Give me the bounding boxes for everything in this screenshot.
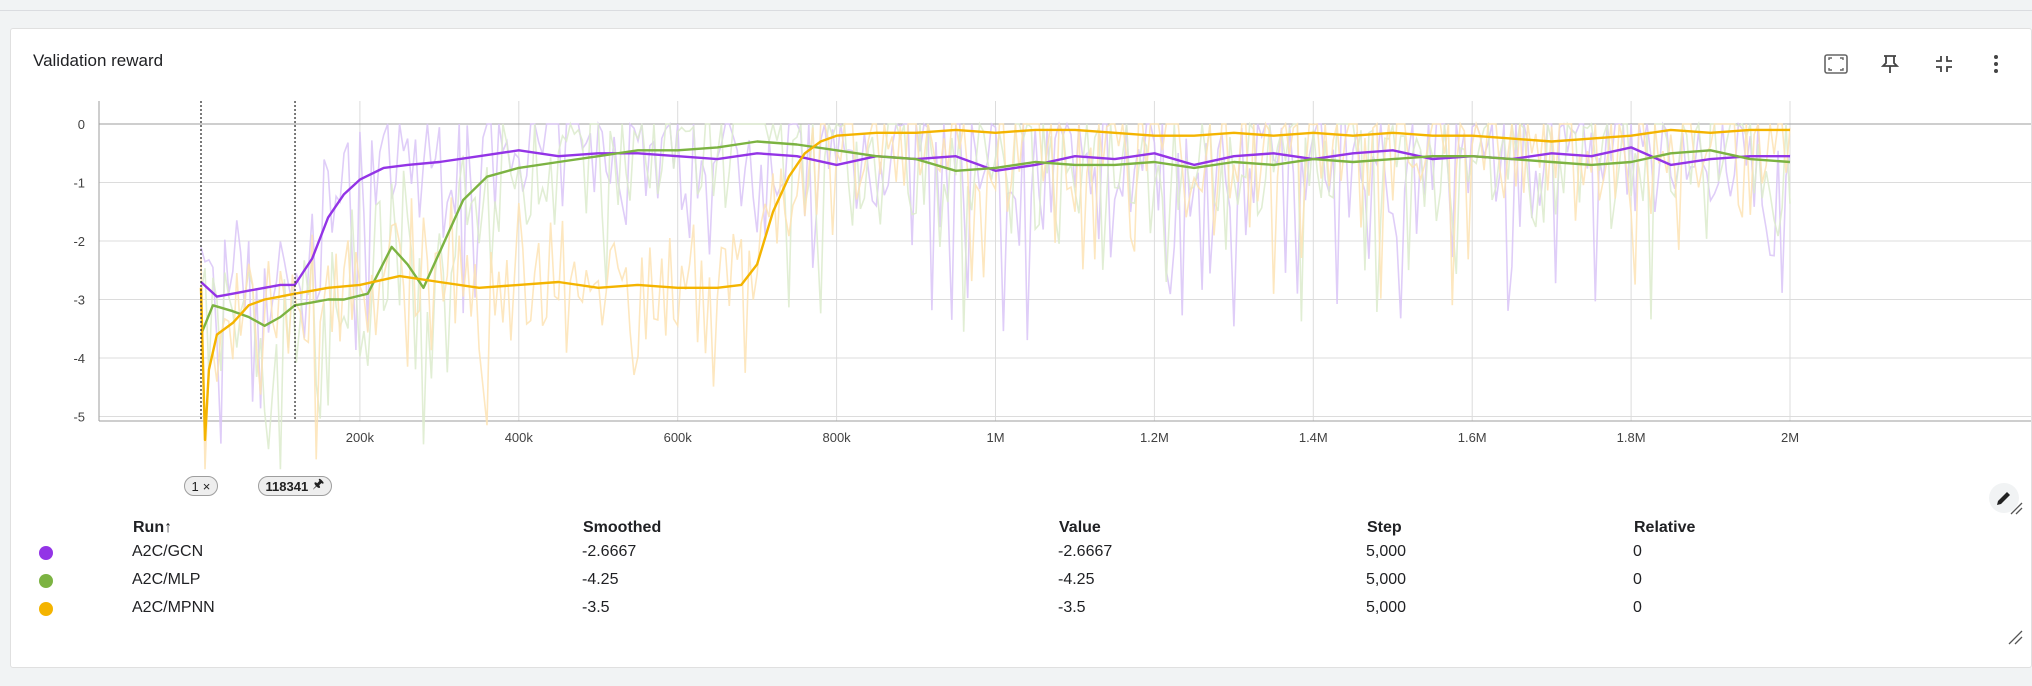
raw-series-line-1 — [200, 120, 1791, 470]
run-name: A2C/MPNN — [132, 599, 215, 616]
pencil-icon — [1997, 492, 2010, 505]
y-tick-label: -2 — [73, 234, 85, 249]
step-marker-chip-2[interactable]: 118341 🖈 — [257, 476, 333, 496]
step: 5,000 — [1366, 599, 1407, 616]
x-tick-label: 600k — [664, 430, 693, 445]
run-name: A2C/GCN — [132, 543, 204, 560]
series-color-dot — [39, 602, 53, 616]
step: 5,000 — [1366, 543, 1407, 560]
legend-row[interactable]: A2C/MLP -4.25 -4.25 5,000 0 — [11, 567, 2031, 595]
sort-arrow-icon: ↑ — [164, 519, 173, 536]
legend-row[interactable]: A2C/MPNN -3.5 -3.5 5,000 0 — [11, 595, 2031, 623]
column-header-smoothed[interactable]: Smoothed — [583, 519, 662, 536]
x-tick-label: 1.6M — [1458, 430, 1487, 445]
series-color-dot — [39, 546, 53, 560]
collapse-icon — [1936, 56, 1952, 72]
y-tick-label: 0 — [78, 117, 85, 132]
column-header-value[interactable]: Value — [1059, 519, 1101, 536]
chart-card: Validation reward 0 -1 -2 -3 -4 -5 200k 400k 600… — [10, 28, 2032, 668]
column-header-relative[interactable]: Relative — [1634, 519, 1696, 536]
more-vert-icon — [1994, 55, 1998, 73]
step-marker-label: 118341 — [265, 478, 309, 494]
value: -3.5 — [1058, 599, 1086, 616]
fit-domain-icon — [1824, 54, 1848, 74]
y-tick-label: -1 — [73, 176, 85, 191]
relative: 0 — [1633, 543, 1642, 560]
relative: 0 — [1633, 571, 1642, 588]
more-options-button[interactable] — [1981, 49, 2011, 79]
run-name: A2C/MLP — [132, 571, 201, 588]
y-tick-label: -5 — [73, 410, 85, 425]
x-tick-label: 400k — [505, 430, 534, 445]
card-toolbar — [1811, 49, 2031, 79]
close-icon[interactable]: × — [202, 478, 211, 494]
x-tick-label: 800k — [822, 430, 851, 445]
top-strip — [0, 0, 2032, 11]
column-header-run-label: Run — [133, 519, 165, 536]
y-tick-label: -4 — [73, 351, 85, 366]
collapse-button[interactable] — [1929, 49, 1959, 79]
x-tick-label: 2M — [1781, 430, 1799, 445]
series-line-a2c-mlp — [199, 140, 1791, 336]
smoothed-value: -4.25 — [582, 571, 619, 588]
value: -4.25 — [1058, 571, 1095, 588]
resize-handle-card[interactable] — [2007, 629, 2023, 645]
x-tick-label: 1.4M — [1299, 430, 1328, 445]
step-marker-label: 1 — [191, 478, 199, 494]
smoothed-value: -3.5 — [582, 599, 610, 616]
value: -2.6667 — [1058, 543, 1113, 560]
pin-icon — [1881, 55, 1899, 73]
column-header-step[interactable]: Step — [1367, 519, 1402, 536]
raw-series-line-0 — [200, 120, 1791, 444]
raw-series-line-2 — [200, 120, 1791, 470]
smoothed-value: -2.6667 — [582, 543, 637, 560]
card-title: Validation reward — [33, 51, 164, 70]
x-tick-label: 1.2M — [1140, 430, 1169, 445]
y-tick-label: -3 — [73, 293, 85, 308]
x-tick-label: 200k — [346, 430, 375, 445]
step-marker-chip-1[interactable]: 1 × — [183, 476, 219, 496]
line-chart[interactable]: 0 -1 -2 -3 -4 -5 200k 400k 600k 800k 1M 1.2M 1.4M 1.6… — [11, 87, 2031, 487]
x-tick-label: 1.8M — [1617, 430, 1646, 445]
fit-domain-button[interactable] — [1821, 49, 1851, 79]
pin-button[interactable] — [1875, 49, 1905, 79]
column-header-run[interactable]: Run↑ — [133, 519, 172, 537]
edit-button[interactable] — [1989, 483, 2019, 513]
resize-handle-chart[interactable] — [2007, 499, 2023, 515]
relative: 0 — [1633, 599, 1642, 616]
step: 5,000 — [1366, 571, 1407, 588]
pin-icon[interactable]: 🖈 — [312, 476, 325, 491]
series-line-a2c-mpnn — [199, 128, 1790, 442]
x-tick-label: 1M — [986, 430, 1004, 445]
series-color-dot — [39, 574, 53, 588]
legend-row[interactable]: A2C/GCN -2.6667 -2.6667 5,000 0 — [11, 539, 2031, 567]
